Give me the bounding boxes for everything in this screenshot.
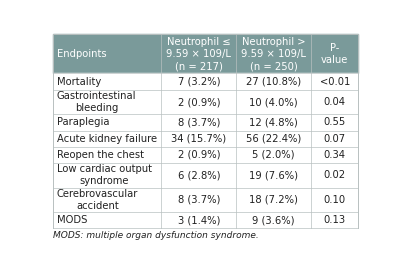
Bar: [53, 212, 358, 229]
Text: 12 (4.8%): 12 (4.8%): [249, 117, 298, 127]
Text: 19 (7.6%): 19 (7.6%): [249, 170, 298, 180]
Text: 0.13: 0.13: [324, 216, 346, 225]
Text: <0.01: <0.01: [320, 76, 350, 86]
Text: Reopen the chest: Reopen the chest: [57, 150, 144, 160]
Text: 2 (0.9%): 2 (0.9%): [178, 97, 220, 107]
Bar: [53, 147, 358, 163]
Text: 7 (3.2%): 7 (3.2%): [178, 76, 220, 86]
Text: Mortality: Mortality: [57, 76, 101, 86]
Text: 2 (0.9%): 2 (0.9%): [178, 150, 220, 160]
Bar: [53, 73, 358, 89]
Text: 0.02: 0.02: [324, 170, 346, 180]
Text: 0.10: 0.10: [324, 195, 346, 205]
Text: 0.04: 0.04: [324, 97, 346, 107]
Text: 0.55: 0.55: [324, 117, 346, 127]
Text: 3 (1.4%): 3 (1.4%): [178, 216, 220, 225]
Text: Low cardiac output
syndrome: Low cardiac output syndrome: [57, 164, 152, 186]
Text: 18 (7.2%): 18 (7.2%): [249, 195, 298, 205]
Text: 0.34: 0.34: [324, 150, 346, 160]
Text: 34 (15.7%): 34 (15.7%): [171, 134, 226, 143]
Text: Neutrophil ≤
9.59 × 109/L
(n = 217): Neutrophil ≤ 9.59 × 109/L (n = 217): [166, 37, 231, 71]
Text: Acute kidney failure: Acute kidney failure: [57, 134, 157, 143]
Text: 8 (3.7%): 8 (3.7%): [178, 195, 220, 205]
Text: MODS: MODS: [57, 216, 87, 225]
Bar: [53, 114, 358, 130]
Text: 0.07: 0.07: [324, 134, 346, 143]
Text: Endpoints: Endpoints: [57, 49, 106, 59]
Text: P-
value: P- value: [321, 43, 348, 65]
Text: MODS: multiple organ dysfunction syndrome.: MODS: multiple organ dysfunction syndrom…: [53, 231, 259, 240]
Bar: [53, 130, 358, 147]
Text: Gastrointestinal
bleeding: Gastrointestinal bleeding: [57, 91, 136, 113]
Text: 9 (3.6%): 9 (3.6%): [252, 216, 295, 225]
Text: 27 (10.8%): 27 (10.8%): [246, 76, 301, 86]
Text: Paraplegia: Paraplegia: [57, 117, 109, 127]
Text: 6 (2.8%): 6 (2.8%): [178, 170, 220, 180]
Text: 5 (2.0%): 5 (2.0%): [252, 150, 295, 160]
Text: 56 (22.4%): 56 (22.4%): [246, 134, 301, 143]
Text: 8 (3.7%): 8 (3.7%): [178, 117, 220, 127]
Text: Neutrophil >
9.59 × 109/L
(n = 250): Neutrophil > 9.59 × 109/L (n = 250): [241, 37, 306, 71]
Text: 10 (4.0%): 10 (4.0%): [250, 97, 298, 107]
Text: Cerebrovascular
accident: Cerebrovascular accident: [57, 189, 138, 211]
